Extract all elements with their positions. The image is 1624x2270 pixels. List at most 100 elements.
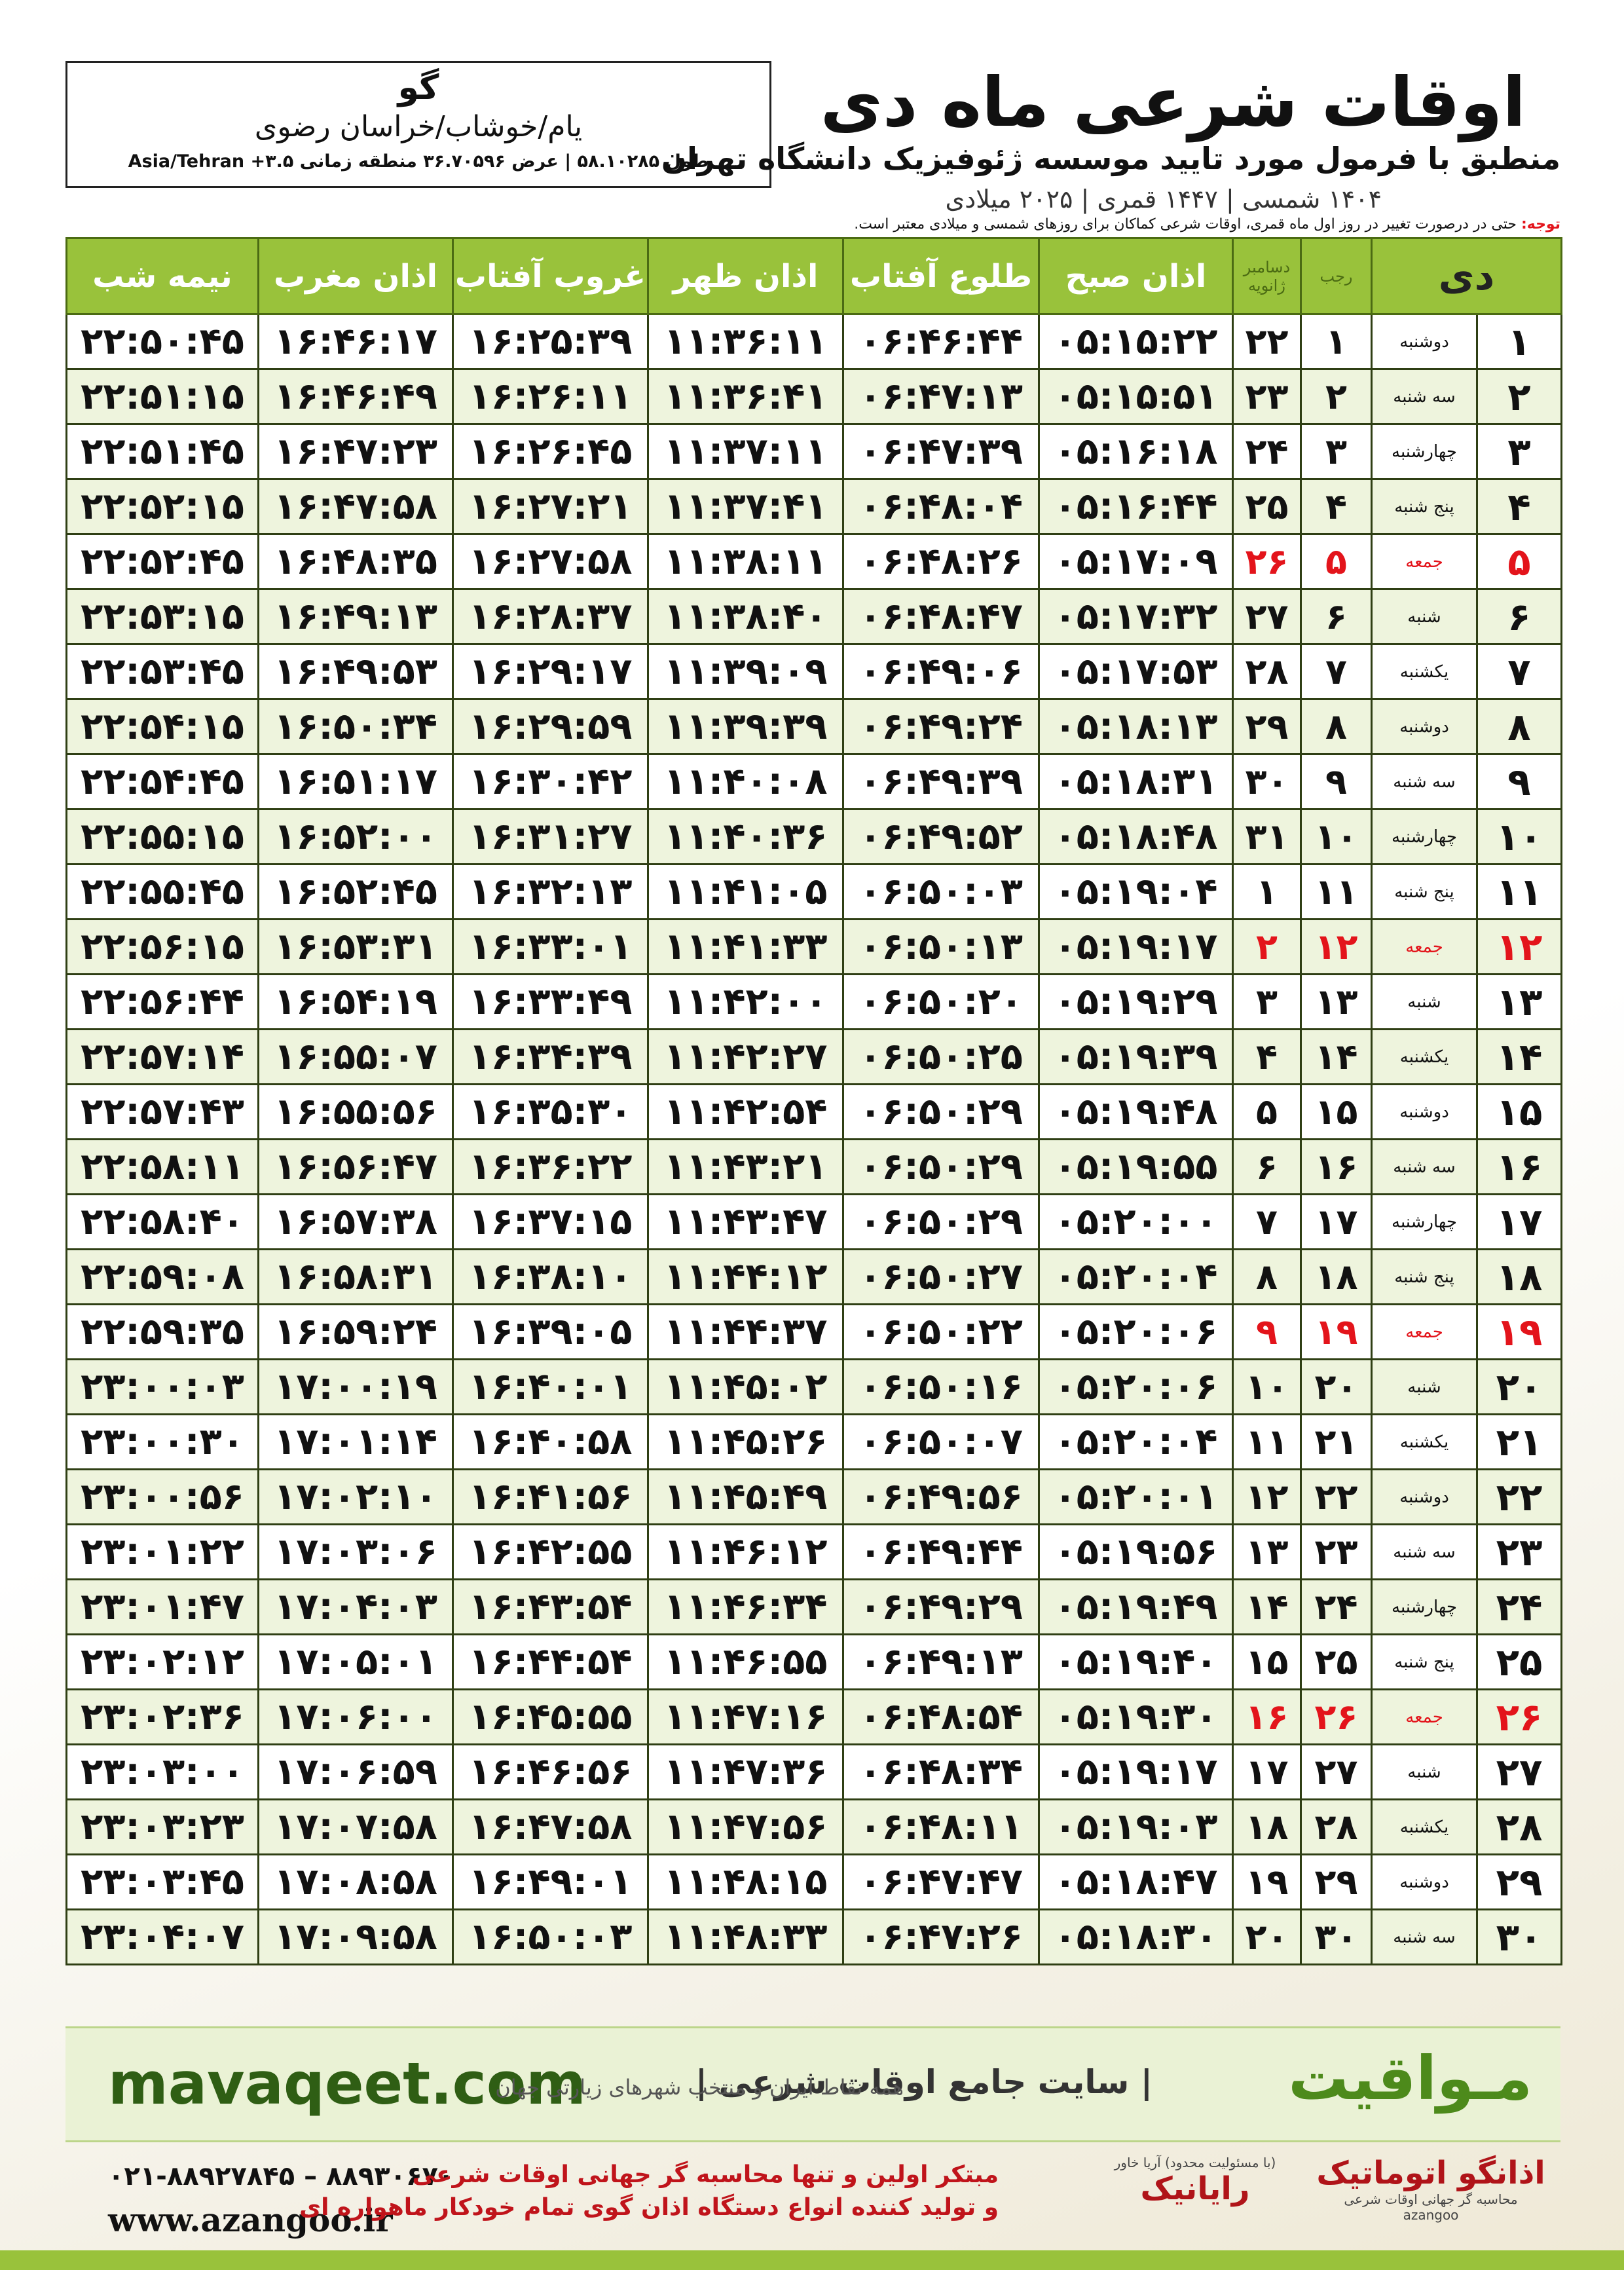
weekday: چهارشنبه	[1371, 808, 1478, 865]
table-row: ۱۱ پنج شنبه ۱۱ ۱ ۰۵:۱۹:۰۴ ۰۶:۵۰:۰۳ ۱۱:۴۱:۰۵ ۱۶:…	[65, 863, 1562, 920]
dhuhr: ۱۱:۴۱:۰۵	[647, 863, 844, 920]
midnight: ۲۳:۰۰:۰۳	[65, 1358, 259, 1415]
weekday: دوشنبه	[1371, 1083, 1478, 1140]
midnight: ۲۲:۵۳:۴۵	[65, 643, 259, 700]
sunset: ۱۶:۳۴:۳۹	[452, 1028, 649, 1085]
gregorian-day: ۱۵	[1232, 1633, 1302, 1690]
url[interactable]: www.azangoo.ir	[108, 2201, 393, 2239]
fajr: ۰۵:۱۷:۰۹	[1038, 533, 1234, 590]
sunset: ۱۶:۲۹:۱۷	[452, 643, 649, 700]
day-number: ۱۸	[1476, 1248, 1562, 1305]
maghrib: ۱۷:۰۰:۱۹	[257, 1358, 454, 1415]
website[interactable]: mavaqeet.com	[108, 2050, 586, 2117]
gregorian-day: ۱۲	[1232, 1468, 1302, 1525]
day-number: ۳	[1476, 423, 1562, 480]
hijri-day: ۱۲	[1300, 918, 1373, 975]
sunrise: ۰۶:۵۰:۲۵	[842, 1028, 1040, 1085]
dhuhr: ۱۱:۴۴:۱۲	[647, 1248, 844, 1305]
table-row: ۳۰ سه شنبه ۳۰ ۲۰ ۰۵:۱۸:۳۰ ۰۶:۴۷:۲۶ ۱۱:۴۸:۳۳ ۱۶:…	[65, 1908, 1562, 1965]
dhuhr: ۱۱:۴۸:۳۳	[647, 1908, 844, 1965]
sunset: ۱۶:۴۳:۵۴	[452, 1578, 649, 1635]
day-number: ۱۷	[1476, 1193, 1562, 1250]
promo-line: و تولید کننده انواع دستگاه اذان گوی تمام…	[299, 2194, 999, 2221]
hijri-day: ۲۶	[1300, 1688, 1373, 1745]
sunrise: ۰۶:۴۸:۲۶	[842, 533, 1040, 590]
day-number: ۲۶	[1476, 1688, 1562, 1745]
hijri-day: ۴	[1300, 478, 1373, 535]
dhuhr: ۱۱:۴۷:۳۶	[647, 1743, 844, 1800]
dhuhr: ۱۱:۴۸:۱۵	[647, 1853, 844, 1910]
midnight: ۲۲:۵۸:۴۰	[65, 1193, 259, 1250]
fajr: ۰۵:۱۹:۵۶	[1038, 1523, 1234, 1580]
weekday: جمعه	[1371, 533, 1478, 590]
maghrib: ۱۶:۵۲:۰۰	[257, 808, 454, 865]
sunset: ۱۶:۳۰:۴۲	[452, 753, 649, 810]
fajr: ۰۵:۱۹:۳۹	[1038, 1028, 1234, 1085]
day-number: ۲۰	[1476, 1358, 1562, 1415]
sunrise: ۰۶:۴۶:۴۴	[842, 313, 1040, 370]
day-number: ۹	[1476, 753, 1562, 810]
gregorian-day: ۲۲	[1232, 313, 1302, 370]
logo-note: (با مسئولیت محدود) آریا خاور	[1114, 2155, 1276, 2170]
midnight: ۲۳:۰۴:۰۷	[65, 1908, 259, 1965]
day-number: ۱۵	[1476, 1083, 1562, 1140]
table-row: ۲۹ دوشنبه ۲۹ ۱۹ ۰۵:۱۸:۴۷ ۰۶:۴۷:۴۷ ۱۱:۴۸:۱۵ ۱۶:۴…	[65, 1853, 1562, 1910]
hijri-day: ۲۷	[1300, 1743, 1373, 1800]
hijri-day: ۲۸	[1300, 1798, 1373, 1855]
sunset: ۱۶:۴۷:۵۸	[452, 1798, 649, 1855]
table-row: ۱۹ جمعه ۱۹ ۹ ۰۵:۲۰:۰۶ ۰۶:۵۰:۲۲ ۱۱:۴۴:۳۷ ۱۶:۳۹:۰…	[65, 1303, 1562, 1360]
maghrib: ۱۶:۵۴:۱۹	[257, 973, 454, 1030]
maghrib: ۱۶:۵۲:۴۵	[257, 863, 454, 920]
sunset: ۱۶:۵۰:۰۳	[452, 1908, 649, 1965]
midnight: ۲۳:۰۱:۲۲	[65, 1523, 259, 1580]
midnight: ۲۳:۰۳:۰۰	[65, 1743, 259, 1800]
table-row: ۱۷ چهارشنبه ۱۷ ۷ ۰۵:۲۰:۰۰ ۰۶:۵۰:۲۹ ۱۱:۴۳:۴۷ ۱۶:…	[65, 1193, 1562, 1250]
sunrise: ۰۶:۵۰:۲۷	[842, 1248, 1040, 1305]
hijri-day: ۳	[1300, 423, 1373, 480]
day-number: ۱۴	[1476, 1028, 1562, 1085]
maghrib: ۱۶:۴۸:۳۵	[257, 533, 454, 590]
table-row: ۱۲ جمعه ۱۲ ۲ ۰۵:۱۹:۱۷ ۰۶:۵۰:۱۳ ۱۱:۴۱:۳۳ ۱۶:۳۳:۰…	[65, 918, 1562, 975]
sunrise: ۰۶:۵۰:۲۹	[842, 1193, 1040, 1250]
gregorian-day: ۶	[1232, 1138, 1302, 1195]
midnight: ۲۲:۵۲:۱۵	[65, 478, 259, 535]
maghrib: ۱۶:۴۶:۴۹	[257, 368, 454, 425]
weekday: یکشنبه	[1371, 1798, 1478, 1855]
gregorian-day: ۱۱	[1232, 1413, 1302, 1470]
sunset: ۱۶:۳۲:۱۳	[452, 863, 649, 920]
sunrise: ۰۶:۵۰:۲۹	[842, 1083, 1040, 1140]
weekday: سه شنبه	[1371, 368, 1478, 425]
brand: مـواقیت	[1288, 2043, 1532, 2113]
sunrise: ۰۶:۴۸:۵۴	[842, 1688, 1040, 1745]
day-number: ۱	[1476, 313, 1562, 370]
fajr: ۰۵:۱۹:۴۰	[1038, 1633, 1234, 1690]
fajr: ۰۵:۱۹:۵۵	[1038, 1138, 1234, 1195]
weekday: یکشنبه	[1371, 1413, 1478, 1470]
maghrib: ۱۶:۴۷:۲۳	[257, 423, 454, 480]
fajr: ۰۵:۱۹:۳۰	[1038, 1688, 1234, 1745]
hijri-day: ۳۰	[1300, 1908, 1373, 1965]
maghrib: ۱۶:۵۵:۰۷	[257, 1028, 454, 1085]
title: اوقات شرعی ماه دی	[820, 62, 1526, 142]
fajr: ۰۵:۱۵:۵۱	[1038, 368, 1234, 425]
fajr: ۰۵:۲۰:۰۶	[1038, 1303, 1234, 1360]
logo: اذانگو اتوماتیک محاسبه گر جهانی اوقات شر…	[1303, 2155, 1559, 2223]
midnight: ۲۲:۵۳:۱۵	[65, 588, 259, 645]
maghrib: ۱۷:۰۶:۰۰	[257, 1688, 454, 1745]
fajr: ۰۵:۱۸:۴۸	[1038, 808, 1234, 865]
day-number: ۲۳	[1476, 1523, 1562, 1580]
hijri-day: ۲۳	[1300, 1523, 1373, 1580]
midnight: ۲۲:۵۱:۱۵	[65, 368, 259, 425]
sunrise: ۰۶:۵۰:۰۳	[842, 863, 1040, 920]
midnight: ۲۲:۵۹:۳۵	[65, 1303, 259, 1360]
hijri-day: ۱۵	[1300, 1083, 1373, 1140]
table-row: ۲۵ پنج شنبه ۲۵ ۱۵ ۰۵:۱۹:۴۰ ۰۶:۴۹:۱۳ ۱۱:۴۶:۵۵ ۱۶…	[65, 1633, 1562, 1690]
dhuhr: ۱۱:۳۶:۱۱	[647, 313, 844, 370]
dhuhr: ۱۱:۴۳:۴۷	[647, 1193, 844, 1250]
table-row: ۱۸ پنج شنبه ۱۸ ۸ ۰۵:۲۰:۰۴ ۰۶:۵۰:۲۷ ۱۱:۴۴:۱۲ ۱۶:…	[65, 1248, 1562, 1305]
dhuhr: ۱۱:۴۲:۰۰	[647, 973, 844, 1030]
hijri-header: رجب	[1300, 237, 1373, 315]
table-row: ۷ یکشنبه ۷ ۲۸ ۰۵:۱۷:۵۳ ۰۶:۴۹:۰۶ ۱۱:۳۹:۰۹ ۱۶:۲۹:…	[65, 643, 1562, 700]
maghrib: ۱۷:۰۹:۵۸	[257, 1908, 454, 1965]
